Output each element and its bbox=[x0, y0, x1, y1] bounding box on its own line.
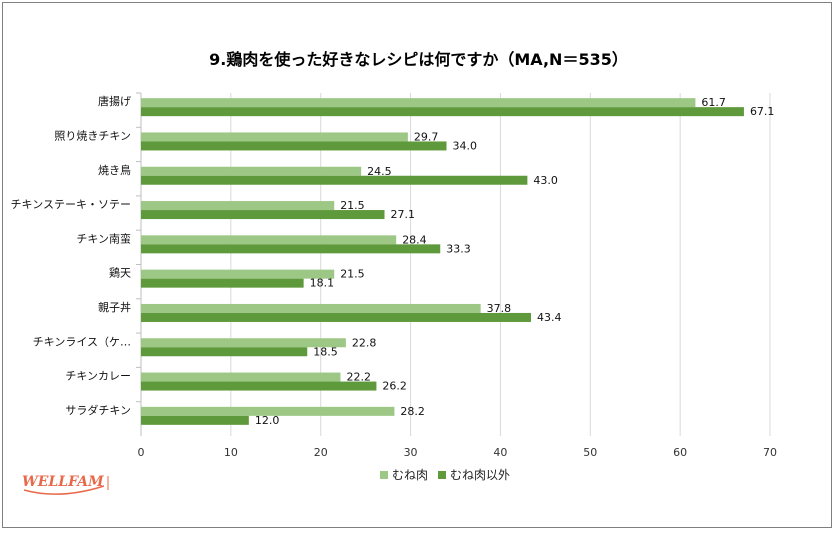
legend-swatch-series-1 bbox=[380, 470, 388, 479]
category-label-4: チキン南蛮 bbox=[76, 231, 131, 245]
bar-series-1-3 bbox=[141, 201, 335, 211]
legend-item-series-2: むね肉以外 bbox=[438, 466, 510, 483]
category-label-9: サラダチキン bbox=[65, 403, 131, 417]
bar-series-1-4 bbox=[141, 235, 397, 245]
data-label-series-1-5: 21.5 bbox=[340, 268, 365, 281]
data-label-series-1-1: 29.7 bbox=[414, 130, 439, 143]
data-label-series-1-2: 24.5 bbox=[367, 165, 392, 178]
x-tick-label-2: 20 bbox=[314, 446, 328, 459]
category-label-7: チキンライス（ケ… bbox=[33, 335, 131, 348]
data-label-series-1-3: 21.5 bbox=[340, 199, 365, 212]
data-label-series-1-4: 28.4 bbox=[402, 233, 427, 246]
wellfam-logo: WELLFAM bbox=[22, 474, 109, 495]
svg-text:WELLFAM: WELLFAM bbox=[22, 474, 104, 490]
bar-series-2-5 bbox=[141, 278, 304, 288]
bar-series-2-7 bbox=[141, 347, 308, 357]
bar-series-1-2 bbox=[141, 166, 362, 176]
category-label-8: チキンカレー bbox=[65, 370, 131, 383]
data-label-series-2-0: 67.1 bbox=[750, 105, 775, 118]
legend: むね肉 むね肉以外 bbox=[380, 466, 510, 483]
data-label-series-1-8: 22.2 bbox=[346, 371, 371, 384]
data-label-series-2-9: 12.0 bbox=[255, 414, 279, 427]
data-label-series-1-6: 37.8 bbox=[487, 302, 512, 315]
category-label-2: 焼き鳥 bbox=[98, 163, 131, 177]
bar-series-2-0 bbox=[141, 107, 744, 117]
data-label-series-2-5: 18.1 bbox=[310, 277, 335, 290]
data-label-series-1-7: 22.8 bbox=[352, 336, 377, 349]
x-tick-label-5: 50 bbox=[583, 446, 597, 459]
category-label-5: 鶏天 bbox=[109, 266, 131, 280]
bar-series-2-4 bbox=[141, 244, 441, 254]
x-tick-label-3: 30 bbox=[404, 446, 418, 459]
bar-series-2-8 bbox=[141, 381, 377, 391]
data-label-series-2-4: 33.3 bbox=[446, 242, 471, 255]
bar-series-2-6 bbox=[141, 312, 531, 322]
data-label-series-2-1: 34.0 bbox=[453, 139, 478, 152]
bar-series-1-8 bbox=[141, 372, 341, 382]
data-label-series-2-8: 26.2 bbox=[382, 380, 407, 393]
bar-series-1-5 bbox=[141, 269, 335, 279]
bar-series-1-0 bbox=[141, 98, 696, 108]
data-label-series-2-7: 18.5 bbox=[313, 345, 338, 358]
bar-series-1-6 bbox=[141, 303, 481, 313]
data-label-series-2-6: 43.4 bbox=[537, 311, 562, 324]
category-label-3: チキンステーキ・ソテー bbox=[11, 198, 131, 211]
bar-series-2-9 bbox=[141, 415, 249, 425]
x-tick-label-4: 40 bbox=[493, 446, 507, 459]
bar-series-2-2 bbox=[141, 175, 528, 185]
bar-series-2-1 bbox=[141, 141, 447, 151]
category-label-1: 照り焼きチキン bbox=[54, 129, 131, 142]
legend-swatch-series-2 bbox=[438, 470, 447, 479]
x-tick-label-0: 0 bbox=[138, 446, 145, 459]
data-label-series-1-9: 28.2 bbox=[400, 405, 425, 418]
legend-label-series-2: むね肉以外 bbox=[450, 468, 511, 482]
data-label-series-2-2: 43.0 bbox=[533, 174, 558, 187]
chart-title: 9.鶏肉を使った好きなレシピは何ですか（MA,N＝535） bbox=[209, 50, 628, 69]
data-label-series-1-0: 61.7 bbox=[701, 96, 726, 109]
bar-series-1-7 bbox=[141, 338, 346, 348]
bar-series-1-9 bbox=[141, 406, 395, 416]
category-label-6: 親子丼 bbox=[98, 301, 131, 314]
data-label-series-2-3: 27.1 bbox=[391, 208, 416, 221]
category-label-0: 唐揚げ bbox=[98, 94, 131, 108]
x-tick-label-1: 10 bbox=[224, 446, 238, 459]
bar-series-2-3 bbox=[141, 210, 385, 220]
x-tick-label-7: 70 bbox=[763, 446, 777, 459]
x-tick-label-6: 60 bbox=[673, 446, 687, 459]
bar-series-1-1 bbox=[141, 132, 408, 142]
legend-label-series-1: むね肉 bbox=[392, 468, 429, 482]
legend-item-series-1: むね肉 bbox=[380, 466, 428, 483]
